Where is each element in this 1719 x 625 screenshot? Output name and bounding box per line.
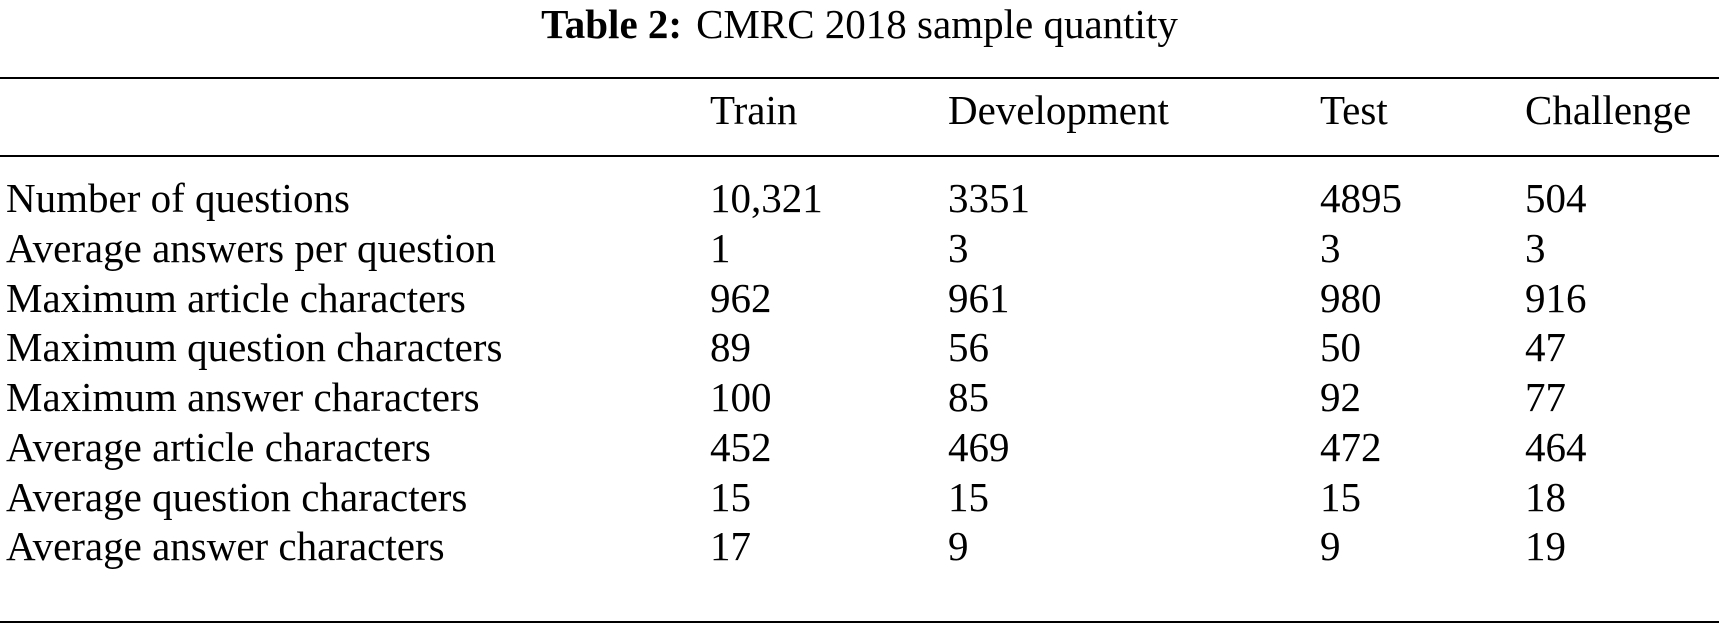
header-cell-development: Development bbox=[948, 87, 1169, 133]
table-cell-train: 17 bbox=[710, 523, 751, 569]
table-row: Average question characters 15 15 15 18 bbox=[0, 471, 1719, 523]
table-cell-challenge: 504 bbox=[1525, 175, 1587, 221]
table-cell-development: 3 bbox=[948, 225, 969, 271]
table-cell-challenge: 19 bbox=[1525, 523, 1566, 569]
caption-text: CMRC 2018 sample quantity bbox=[696, 1, 1178, 47]
table-cell-challenge: 18 bbox=[1525, 474, 1566, 520]
table-cell-development: 961 bbox=[948, 275, 1010, 321]
table-cell-test: 50 bbox=[1320, 324, 1361, 370]
table-cell-challenge: 77 bbox=[1525, 374, 1566, 420]
table-cell-test: 980 bbox=[1320, 275, 1382, 321]
table-cell-label: Average answers per question bbox=[6, 225, 496, 271]
table-cell-train: 100 bbox=[710, 374, 772, 420]
header-row: Train Development Test Challenge bbox=[0, 84, 1719, 136]
table-row: Number of questions 10,321 3351 4895 504 bbox=[0, 172, 1719, 224]
table-cell-challenge: 916 bbox=[1525, 275, 1587, 321]
table-cell-train: 452 bbox=[710, 424, 772, 470]
table-cell-label: Average question characters bbox=[6, 474, 468, 520]
table-cell-label: Maximum question characters bbox=[6, 324, 503, 370]
table-cell-label: Average answer characters bbox=[6, 523, 445, 569]
table-cell-label: Maximum article characters bbox=[6, 275, 466, 321]
bottom-rule bbox=[0, 621, 1719, 623]
table-cell-test: 3 bbox=[1320, 225, 1341, 271]
table-cell-train: 962 bbox=[710, 275, 772, 321]
table-row: Average answer characters 17 9 9 19 bbox=[0, 520, 1719, 572]
table-cell-development: 15 bbox=[948, 474, 989, 520]
header-rule bbox=[0, 155, 1719, 157]
header-cell-challenge: Challenge bbox=[1525, 87, 1692, 133]
table-cell-challenge: 464 bbox=[1525, 424, 1587, 470]
header-cell-train: Train bbox=[710, 87, 798, 133]
table-cell-development: 3351 bbox=[948, 175, 1030, 221]
top-rule bbox=[0, 77, 1719, 79]
table-cell-challenge: 47 bbox=[1525, 324, 1566, 370]
table-caption: Table 2: CMRC 2018 sample quantity bbox=[0, 0, 1719, 48]
table-cell-development: 9 bbox=[948, 523, 969, 569]
table-cell-train: 10,321 bbox=[710, 175, 823, 221]
table-cell-train: 15 bbox=[710, 474, 751, 520]
table-cell-test: 472 bbox=[1320, 424, 1382, 470]
table-cell-test: 15 bbox=[1320, 474, 1361, 520]
table-row: Maximum question characters 89 56 50 47 bbox=[0, 321, 1719, 373]
table-cell-train: 1 bbox=[710, 225, 731, 271]
caption-label: Table 2: bbox=[541, 1, 683, 47]
table-cell-label: Number of questions bbox=[6, 175, 350, 221]
table-cell-development: 85 bbox=[948, 374, 989, 420]
table-row: Average article characters 452 469 472 464 bbox=[0, 421, 1719, 473]
table-cell-test: 92 bbox=[1320, 374, 1361, 420]
table-row: Maximum answer characters 100 85 92 77 bbox=[0, 371, 1719, 423]
table-row: Average answers per question 1 3 3 3 bbox=[0, 222, 1719, 274]
header-cell-test: Test bbox=[1320, 87, 1388, 133]
table-cell-development: 56 bbox=[948, 324, 989, 370]
table-cell-test: 4895 bbox=[1320, 175, 1402, 221]
table-cell-test: 9 bbox=[1320, 523, 1341, 569]
table-cell-label: Average article characters bbox=[6, 424, 431, 470]
table-cell-challenge: 3 bbox=[1525, 225, 1546, 271]
table-row: Maximum article characters 962 961 980 916 bbox=[0, 272, 1719, 324]
table-cell-label: Maximum answer characters bbox=[6, 374, 480, 420]
table-cell-train: 89 bbox=[710, 324, 751, 370]
table-cell-development: 469 bbox=[948, 424, 1010, 470]
